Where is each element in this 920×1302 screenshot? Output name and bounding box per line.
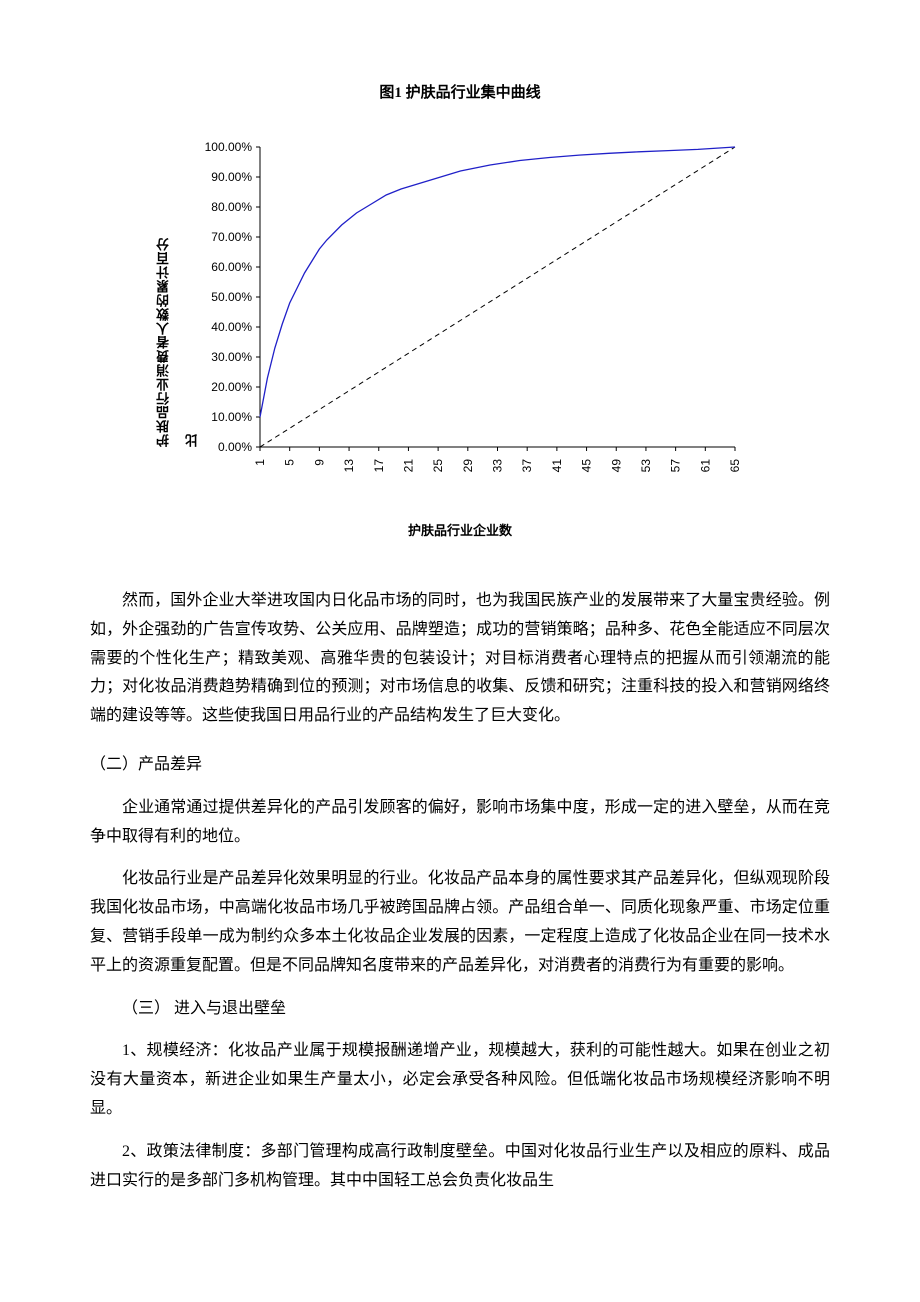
svg-text:80.00%: 80.00% [211,200,252,214]
svg-text:40.00%: 40.00% [211,320,252,334]
chart-x-axis-label: 护肤品行业企业数 [408,519,512,542]
svg-text:50.00%: 50.00% [211,290,252,304]
svg-text:90.00%: 90.00% [211,170,252,184]
svg-text:13: 13 [342,459,356,473]
svg-text:45: 45 [580,459,594,473]
svg-text:5: 5 [283,459,297,466]
svg-text:60.00%: 60.00% [211,260,252,274]
body-paragraph-3: 化妆品行业是产品差异化效果明显的行业。化妆品产品本身的属性要求其产品差异化，但纵… [90,865,830,980]
svg-text:37: 37 [520,459,534,473]
svg-text:1: 1 [253,459,267,466]
svg-text:100.00%: 100.00% [205,140,253,154]
svg-text:25: 25 [431,459,445,473]
svg-text:61: 61 [698,459,712,473]
svg-text:10.00%: 10.00% [211,410,252,424]
svg-text:30.00%: 30.00% [211,350,252,364]
body-paragraph-5: 2、政策法律制度：多部门管理构成高行政制度壁垒。中国对化妆品行业生产以及相应的原… [90,1138,830,1196]
section-heading-3: （三） 进入与退出壁垒 [90,995,830,1024]
svg-text:65: 65 [728,459,742,473]
section-heading-2: （二）产品差异 [90,751,830,780]
chart-svg: 0.00% 10.00% 20.00% 30.00% 40.00% 50.00% 60.00… [190,137,750,517]
svg-text:70.00%: 70.00% [211,230,252,244]
svg-text:49: 49 [609,459,623,473]
concentration-curve-chart: 护肤品行业消费者人数的累计百分比 0.00%10.00%20.00%30.00%… [165,137,755,537]
svg-text:57: 57 [669,459,683,473]
svg-text:53: 53 [639,459,653,473]
body-paragraph-1: 然而，国外企业大举进攻国内日化品市场的同时，也为我国民族产业的发展带来了大量宝贵… [90,587,830,731]
svg-text:21: 21 [401,459,415,473]
body-paragraph-4: 1、规模经济：化妆品产业属于规模报酬递增产业，规模越大，获利的可能性越大。如果在… [90,1037,830,1123]
svg-text:41: 41 [550,459,564,473]
svg-text:33: 33 [491,459,505,473]
svg-text:20.00%: 20.00% [211,380,252,394]
body-paragraph-2: 企业通常通过提供差异化的产品引发顾客的偏好，影响市场集中度，形成一定的进入壁垒，… [90,794,830,852]
svg-text:17: 17 [372,459,386,473]
chart-title: 图1 护肤品行业集中曲线 [90,80,830,107]
svg-text:0.00%: 0.00% [218,440,252,454]
svg-text:29: 29 [461,459,475,473]
svg-text:9: 9 [312,459,326,466]
